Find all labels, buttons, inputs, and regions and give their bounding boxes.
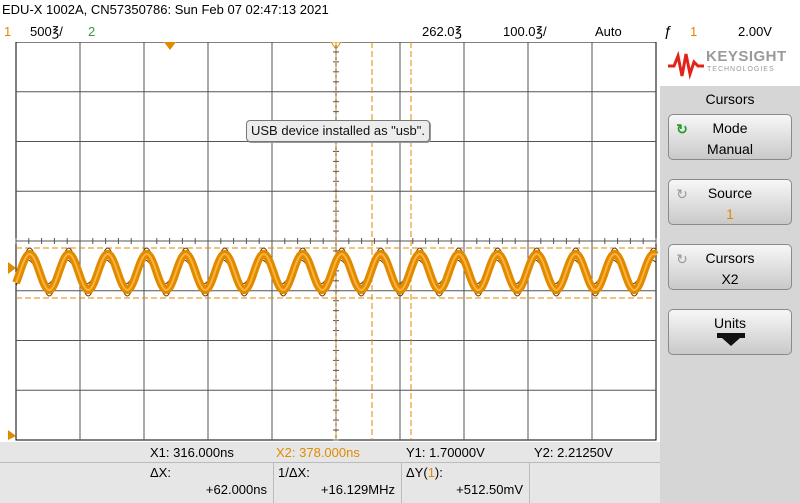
delta-x-label: ΔX: xyxy=(150,465,171,480)
entry-knob-icon: ↻ xyxy=(676,186,688,202)
inverse-delta-x-value: +16.129MHz xyxy=(320,482,395,497)
delta-y-value: +512.50mV xyxy=(456,482,523,497)
waveform-svg xyxy=(8,42,659,441)
x2-readout: X2: 378.000ns xyxy=(276,445,360,460)
cursor-readout: X1: 316.000ns X2: 378.000ns Y1: 1.70000V… xyxy=(0,442,660,503)
window-title: EDU-X 1002A, CN57350786: Sun Feb 07 02:4… xyxy=(2,2,329,17)
trigger-source[interactable]: 1 xyxy=(690,24,698,39)
y1-readout: Y1: 1.70000V xyxy=(406,445,485,460)
inverse-delta-x-cell: 1/ΔX: +16.129MHz xyxy=(274,462,402,503)
brand-name: KEYSIGHT xyxy=(706,48,787,65)
mode-softkey[interactable]: ↻ Mode Manual xyxy=(668,114,792,160)
source-value: 1 xyxy=(726,206,734,222)
trigger-mode[interactable]: Auto xyxy=(595,24,622,39)
entry-knob-icon: ↻ xyxy=(676,251,688,267)
time-reference-marker xyxy=(164,42,176,50)
menu-title: Cursors xyxy=(705,91,755,107)
softkey-panel: KEYSIGHT TECHNOLOGIES Cursors ↻ Mode Man… xyxy=(660,42,800,503)
channel-1-offset-marker xyxy=(8,430,16,440)
x1-readout: X1: 316.000ns xyxy=(150,445,234,460)
waveform-trace-highlight xyxy=(15,252,657,292)
keysight-wave-icon xyxy=(668,50,704,80)
waveform-display[interactable]: USB device installed as "usb". xyxy=(0,42,660,442)
source-softkey[interactable]: ↻ Source 1 xyxy=(668,179,792,225)
units-label: Units xyxy=(714,315,746,331)
status-bar: 1 500℥/ 2 262.0℥ 100.0℥/ Auto ƒ 1 2.00V xyxy=(0,22,772,42)
usb-notification: USB device installed as "usb". xyxy=(246,120,430,142)
time-delay[interactable]: 262.0℥ xyxy=(422,24,463,39)
units-softkey[interactable]: Units xyxy=(668,309,792,355)
delta-y-cell: ΔY(1): +512.50mV xyxy=(402,462,530,503)
channel-2-number[interactable]: 2 xyxy=(88,24,96,39)
time-scale[interactable]: 100.0℥/ xyxy=(503,24,547,39)
channel-1-number[interactable]: 1 xyxy=(4,24,12,39)
cursors-value: X2 xyxy=(721,271,739,287)
delay-marker xyxy=(330,42,342,50)
channel-1-scale[interactable]: 500℥/ xyxy=(30,24,63,39)
channel-1-ground-marker xyxy=(8,262,16,274)
cursors-label: Cursors xyxy=(705,250,755,266)
trigger-level[interactable]: 2.00V xyxy=(738,24,772,39)
delta-x-value: +62.000ns xyxy=(205,482,267,497)
inverse-delta-x-label: 1/ΔX: xyxy=(278,465,310,480)
submenu-arrow-icon xyxy=(717,333,745,346)
entry-knob-icon: ↻ xyxy=(676,121,688,137)
delta-y-label: ΔY(1): xyxy=(406,465,443,480)
brand-logo: KEYSIGHT TECHNOLOGIES xyxy=(660,42,800,86)
brand-subtitle: TECHNOLOGIES xyxy=(707,66,775,73)
source-label: Source xyxy=(707,185,753,201)
cursors-softkey[interactable]: ↻ Cursors X2 xyxy=(668,244,792,290)
y2-readout: Y2: 2.21250V xyxy=(534,445,613,460)
trigger-edge-icon: ƒ xyxy=(664,23,673,40)
delta-x-cell: ΔX: +62.000ns xyxy=(146,462,274,503)
mode-value: Manual xyxy=(707,141,753,157)
mode-label: Mode xyxy=(712,120,748,136)
